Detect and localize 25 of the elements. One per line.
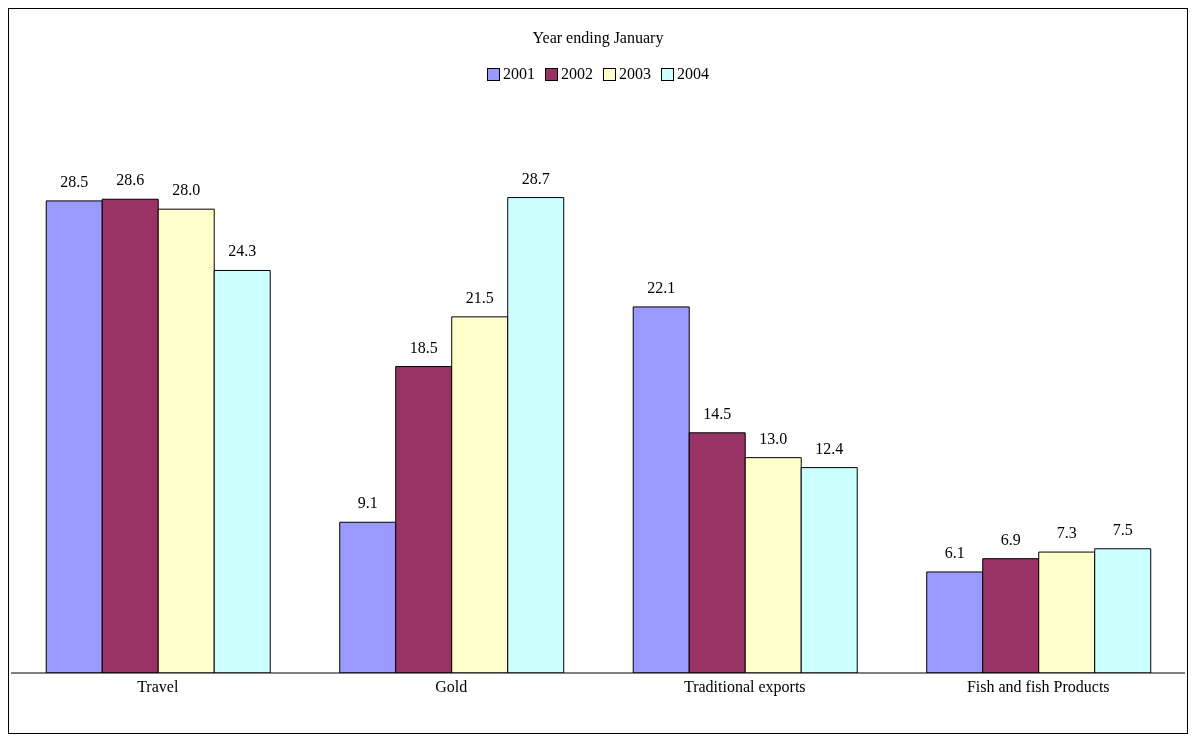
- x-tick-label: Gold: [435, 678, 468, 696]
- data-label: 7.5: [1112, 520, 1133, 538]
- data-label: 21.5: [465, 288, 494, 306]
- data-label: 9.1: [357, 494, 378, 512]
- data-label: 18.5: [409, 338, 438, 356]
- x-tick-label: Travel: [137, 678, 179, 696]
- legend-label: 2001: [503, 65, 535, 83]
- data-label: 7.3: [1056, 524, 1077, 542]
- legend-label: 2003: [619, 65, 651, 83]
- data-label: 28.0: [172, 181, 201, 199]
- data-label: 28.6: [116, 171, 145, 189]
- data-label: 28.5: [60, 172, 89, 190]
- x-tick-label: Fish and fish Products: [966, 678, 1110, 696]
- data-label: 12.4: [815, 439, 844, 457]
- data-label: 24.3: [228, 242, 257, 260]
- data-label: 6.9: [1000, 530, 1021, 548]
- data-label: 6.1: [944, 543, 965, 561]
- data-label: 28.7: [521, 169, 550, 187]
- data-label: 13.0: [759, 429, 788, 447]
- x-tick-label: Traditional exports: [683, 678, 806, 697]
- legend-title: Year ending January: [531, 29, 665, 47]
- legend-label: 2004: [677, 65, 709, 83]
- legend-label: 2002: [561, 65, 593, 83]
- data-label: 22.1: [647, 278, 676, 296]
- data-label: 14.5: [703, 404, 732, 422]
